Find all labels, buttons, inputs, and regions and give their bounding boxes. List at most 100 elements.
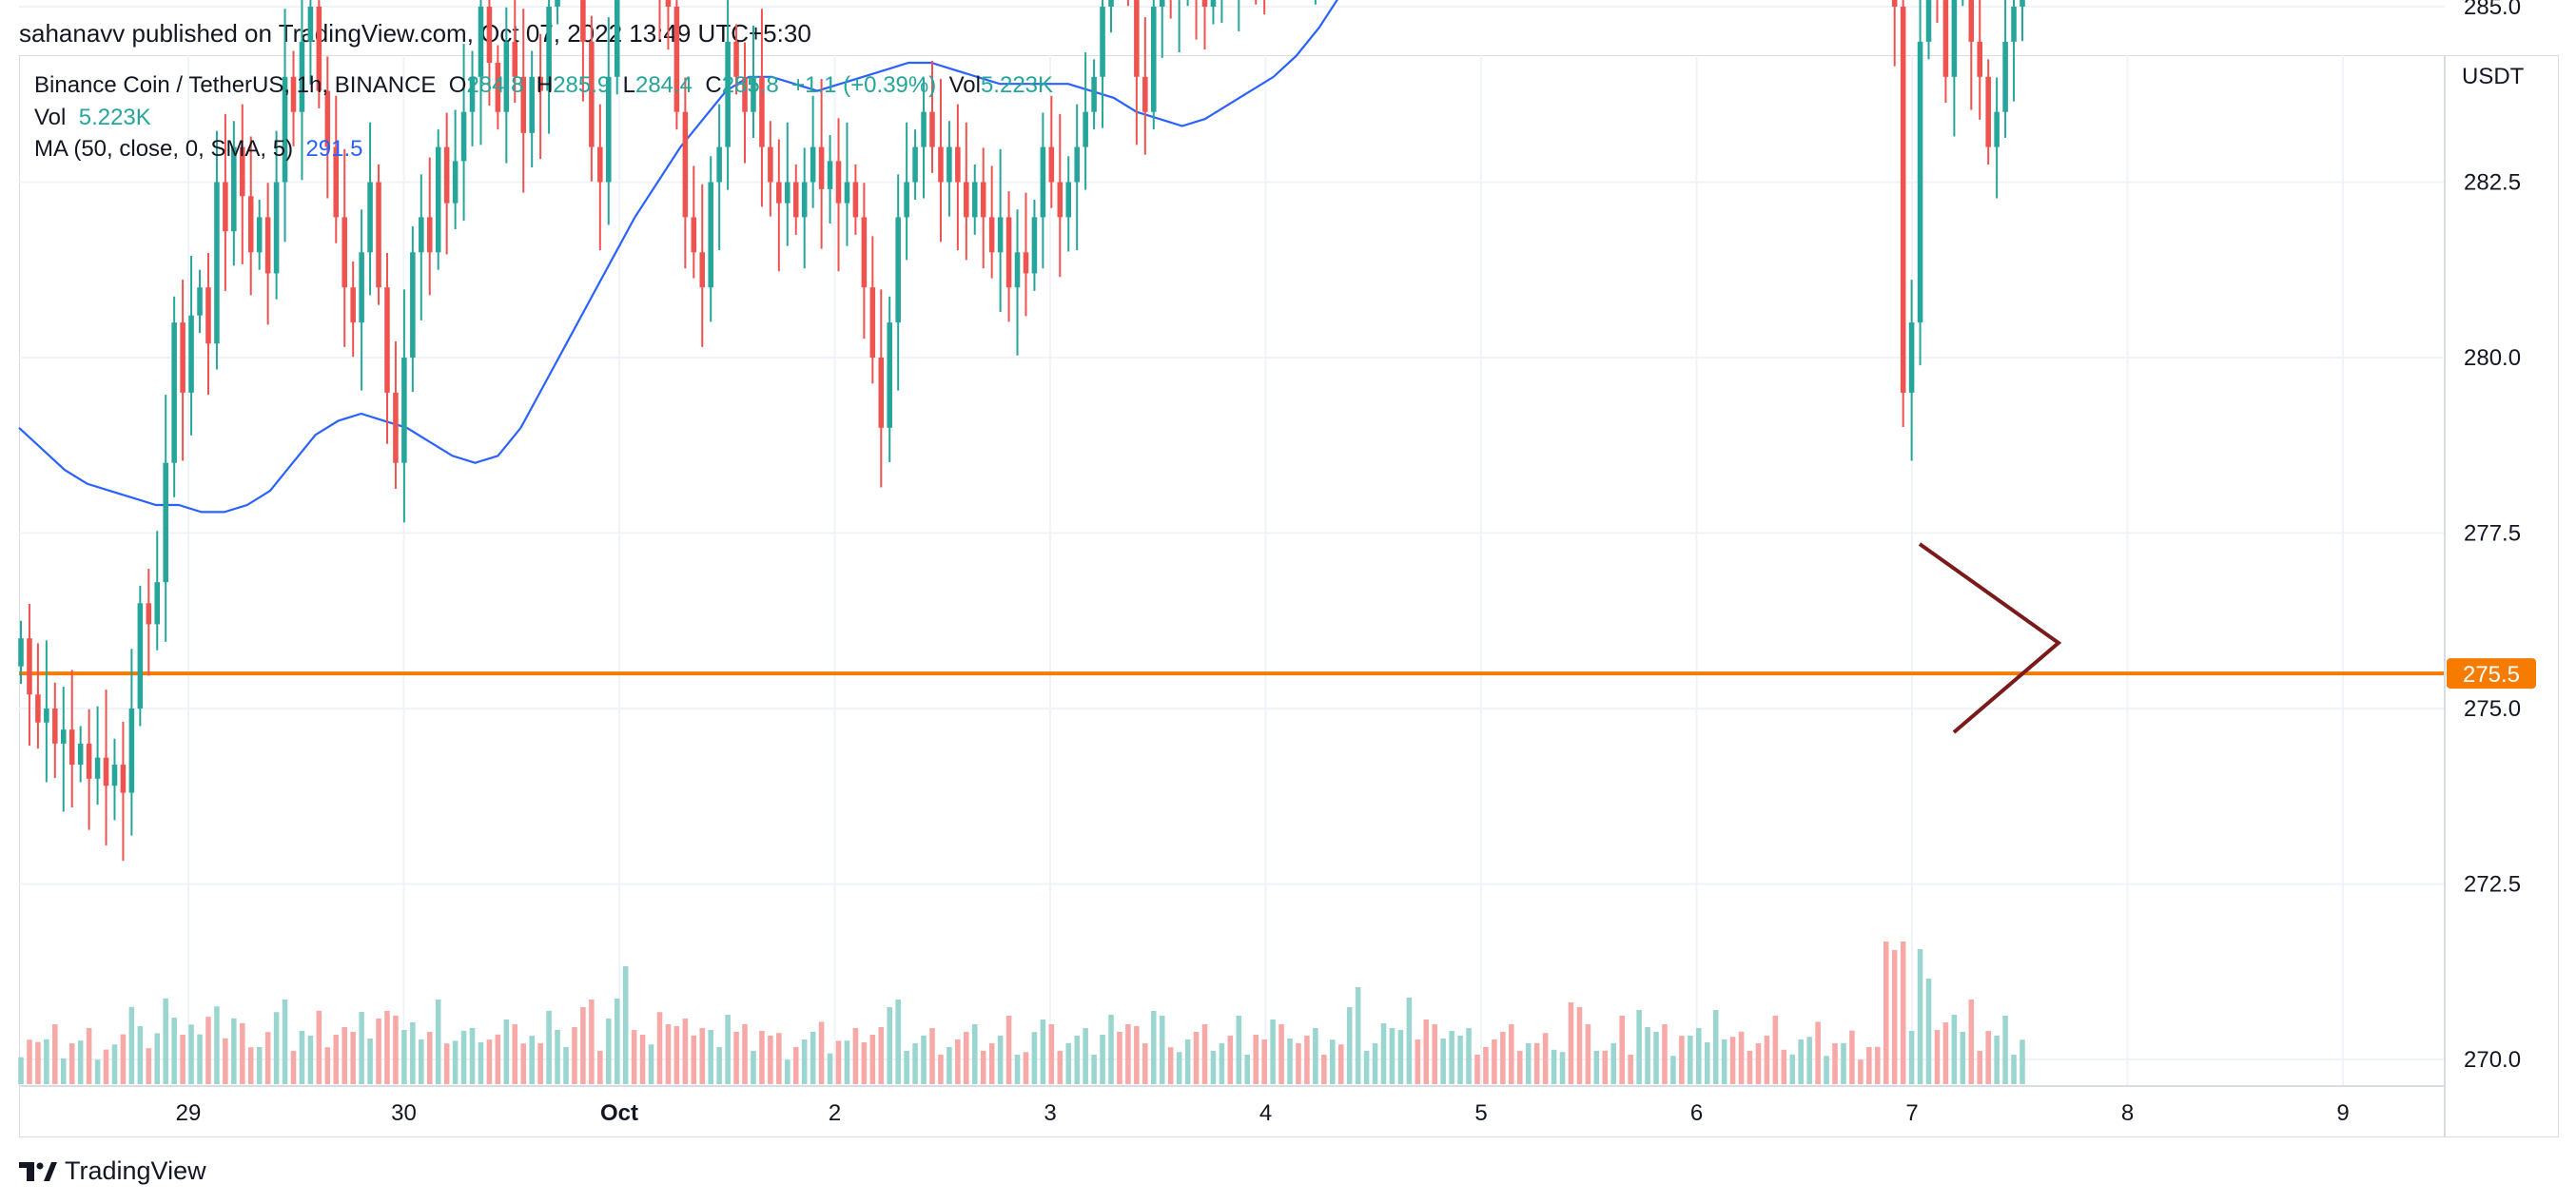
candle-body [1908,322,1915,393]
time-axis[interactable]: 29 30 Oct 2 3 4 5 6 7 8 9 [176,1100,2350,1126]
volume-bar [529,1036,535,1084]
candle-body [725,41,731,147]
volume-bar [878,1027,885,1084]
candle-body [350,287,356,323]
candle-body [861,217,868,288]
volume-bar [44,1039,49,1084]
open-label: O [448,72,467,98]
candle-body [333,146,340,218]
candle-body [410,252,416,358]
volume-bar [367,1039,373,1084]
volume-bar [1934,1030,1941,1084]
candle-body [580,0,586,42]
high-value: 285.9 [553,72,611,98]
volume-bar [1423,1020,1430,1084]
candle-body [988,217,995,253]
volume-bar [1576,1007,1583,1084]
volume-bar [759,1031,765,1084]
volume-bar [622,966,629,1084]
candle-body [197,287,203,316]
candle-body [1031,217,1038,274]
candle-body [307,7,314,42]
tradingview-brand[interactable]: TradingView [19,1156,206,1186]
volume-bar [639,1035,646,1084]
volume-bar [1184,1039,1191,1084]
candle-body [904,182,909,218]
volume-bar [980,1051,986,1084]
volume-bar [1466,1028,1472,1084]
volume-bar [572,1027,577,1084]
volume-bar [1492,1039,1497,1084]
volume-bar [1440,1039,1446,1084]
volume-bar [1313,1028,1318,1084]
candle-body [1065,182,1072,218]
volume-bar [589,1000,595,1084]
volume-bar [988,1043,995,1084]
candle-body [768,146,773,183]
candle-body [844,182,850,204]
candle-body [393,392,399,463]
x-tick-label: 9 [2336,1100,2349,1126]
ma-legend[interactable]: MA (50, close, 0, SMA, 5) 291.5 [34,136,363,163]
volume-bar [1142,1043,1148,1084]
volume-bar [1968,1000,1975,1084]
volume-bar [1150,1011,1157,1084]
volume-bar [768,1036,773,1084]
candle-body [614,0,620,77]
candle-body [256,217,263,253]
volume-bar [1653,1032,1659,1084]
volume-bar [580,1007,586,1084]
candle-body [452,161,459,204]
volume-bar [1721,1039,1727,1084]
candle-body [240,146,245,197]
y-tick-label: 280.0 [2464,345,2521,371]
volume-bar [1764,1036,1770,1084]
candle-body [801,182,808,218]
symbol-title[interactable]: Binance Coin / TetherUS, 1h, BINANCE [34,72,437,98]
candle-body [971,182,978,218]
x-tick-label: 3 [1044,1100,1056,1126]
volume-bar [1449,1031,1454,1084]
triangle-pattern-drawing[interactable] [1918,542,2062,734]
volume-bar [1789,1054,1796,1084]
candle-body [163,462,168,583]
volume-bar [1134,1026,1140,1084]
candle-body [589,41,595,147]
price-axis[interactable]: 302.5300.0297.5295.0292.5290.0287.5285.0… [2464,0,2521,1073]
candle-body [716,146,722,183]
volume-bar [1278,1024,1284,1084]
volume-bar [1406,998,1413,1084]
candle-body [44,709,49,723]
candle-body [180,322,185,393]
volume-bar [792,1047,799,1084]
close-value: 285.8 [721,72,779,98]
candle-body [691,217,697,253]
volume-bar [35,1041,41,1084]
volume-bar [605,1019,612,1084]
candle-body [60,729,67,744]
open-value: 284.8 [466,72,524,98]
volume-bar [1866,1047,1872,1084]
candle-body [1925,0,1932,42]
ma-polyline [18,0,1338,514]
candle-body [316,7,322,91]
volume-bar [708,1030,713,1084]
volume-bar [154,1033,161,1084]
volume-bar [1849,1030,1855,1084]
candle-body [673,7,680,112]
candle-body [1968,0,1975,42]
candle-body [929,111,935,147]
candle-body [810,146,816,183]
volume-bar [1330,1039,1336,1084]
volume-legend[interactable]: Vol 5.223K [34,105,151,131]
volume-bar [1559,1052,1566,1084]
volume-bar [1091,1055,1097,1084]
grid [19,6,2445,1086]
volume-bar [1628,1055,1633,1084]
volume-bar [1108,1015,1114,1084]
volume-bar [1636,1010,1642,1084]
volume-row-label: Vol [34,105,67,130]
volume-bar [94,1059,101,1084]
volume-bar [563,1047,569,1084]
